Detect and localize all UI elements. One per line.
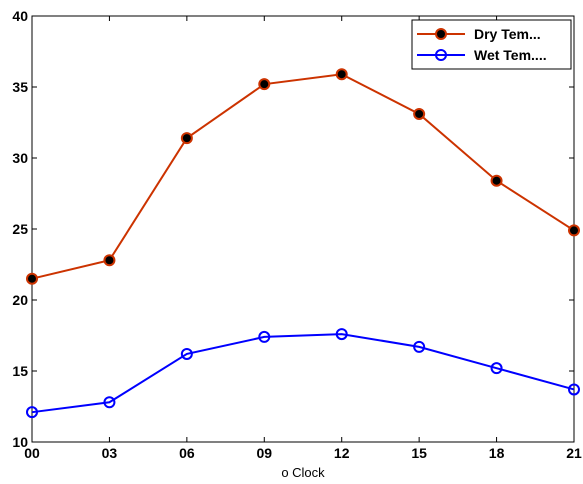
legend-swatch-marker — [435, 49, 447, 61]
data-point — [568, 224, 580, 237]
x-tick-label: 06 — [179, 445, 195, 461]
data-point — [180, 132, 193, 145]
data-point — [335, 68, 348, 81]
x-tick-label: 09 — [256, 445, 272, 461]
y-tick-label: 20 — [12, 292, 28, 308]
series-line — [31, 73, 575, 280]
data-point — [413, 340, 426, 353]
x-tick-label: 21 — [566, 445, 582, 461]
x-tick-label: 03 — [102, 445, 118, 461]
y-tick-label: 10 — [12, 434, 28, 450]
data-point — [26, 272, 38, 285]
data-point — [335, 328, 348, 341]
legend-label: Dry Tem... — [474, 26, 541, 42]
x-tick-label: 18 — [489, 445, 505, 461]
data-point — [26, 406, 38, 419]
data-point — [180, 347, 193, 360]
x-tick-label: 00 — [24, 445, 40, 461]
legend-label: Wet Tem.... — [474, 47, 547, 63]
axis-ticks: 00 03 06 09 12 15 18 21 10 15 20 25 30 35 40 — [12, 8, 582, 461]
y-tick-label: 25 — [12, 221, 28, 237]
legend-swatch-marker — [435, 28, 447, 40]
series-1 — [26, 68, 580, 285]
data-point — [413, 107, 426, 120]
legend: Dry Tem... Wet Tem.... — [411, 19, 572, 70]
x-tick-label: 15 — [411, 445, 427, 461]
data-point — [258, 330, 271, 343]
data-point — [258, 78, 271, 91]
series-2 — [26, 328, 580, 419]
series-line — [31, 333, 575, 414]
y-tick-label: 15 — [12, 363, 28, 379]
series-layer — [26, 68, 580, 419]
x-axis-label: o Clock — [281, 465, 325, 480]
data-point — [103, 396, 116, 409]
x-tick-label: 12 — [334, 445, 350, 461]
plot-area — [31, 15, 575, 443]
y-tick-label: 40 — [12, 8, 28, 24]
data-point — [490, 174, 503, 187]
y-tick-label: 35 — [12, 79, 28, 95]
data-point — [103, 254, 116, 267]
legend-box — [411, 19, 572, 70]
data-point — [568, 383, 580, 396]
data-point — [490, 362, 503, 375]
y-tick-label: 30 — [12, 150, 28, 166]
